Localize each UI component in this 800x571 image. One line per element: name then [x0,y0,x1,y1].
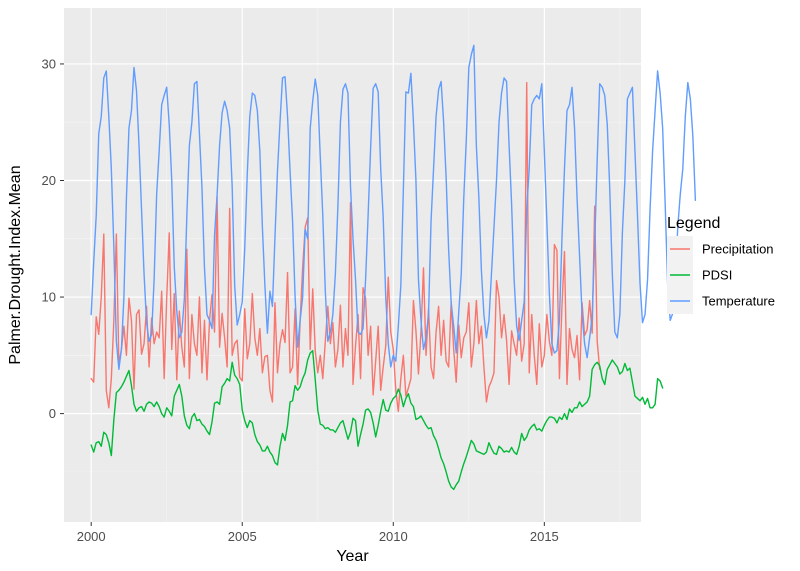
x-axis-ticks: 2000 2005 2010 2015 [77,522,559,544]
legend-label: Temperature [702,294,775,309]
legend-label: PDSI [702,268,732,283]
legend-item-temperature: Temperature [667,288,775,314]
series-line-pdsi [90,349,664,491]
y-tick-label: 10 [42,290,56,305]
legend-item-pdsi: PDSI [667,262,732,288]
x-tick-label: 2005 [228,529,257,544]
y-axis-ticks: 0 10 20 30 [42,56,64,421]
y-tick-label: 0 [49,406,56,421]
legend-item-precipitation: Precipitation [667,236,774,262]
grid-major [64,8,641,522]
x-tick-label: 2015 [530,529,559,544]
series-line-temperature [90,44,697,371]
x-tick-label: 2010 [379,529,408,544]
series-lines [90,44,697,491]
legend-items: Precipitation PDSI Temperature [667,236,775,314]
y-tick-label: 20 [42,173,56,188]
legend-label: Precipitation [702,242,774,257]
series-line-precipitation [90,81,601,412]
x-tick-label: 2000 [77,529,106,544]
legend: Legend Precipitation PDSI Temperature [667,215,775,314]
y-axis-title: Palmer.Drought.Index.Mean [7,165,24,364]
x-axis-title: Year [336,548,369,565]
legend-title: Legend [667,215,720,232]
y-tick-label: 30 [42,56,56,71]
